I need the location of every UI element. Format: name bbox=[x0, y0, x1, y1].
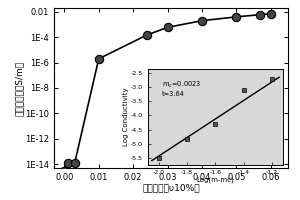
X-axis label: 碳粉体籏（υ10%）: 碳粉体籏（υ10%） bbox=[142, 183, 200, 192]
Y-axis label: 体积电导率（S/m）: 体积电导率（S/m） bbox=[15, 60, 24, 116]
